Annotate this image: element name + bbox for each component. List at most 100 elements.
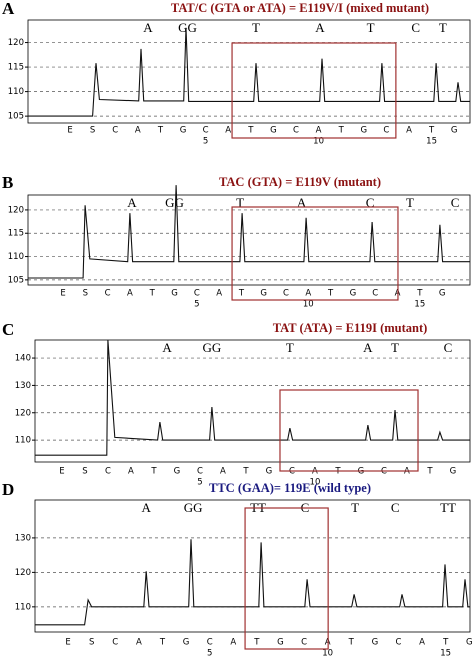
peak-base: GG: [203, 340, 222, 355]
position-number: 15: [426, 137, 437, 147]
peak-base: C: [366, 195, 375, 210]
base-call: G: [183, 638, 190, 648]
trace: [35, 339, 470, 456]
panel-label: D: [2, 480, 14, 499]
base-call: A: [128, 467, 134, 477]
highlight-box: [231, 42, 397, 139]
peak-base: A: [141, 500, 151, 515]
peak-base: A: [363, 340, 373, 355]
base-call: G: [266, 467, 273, 477]
base-call: A: [216, 289, 222, 299]
base-call: S: [83, 289, 88, 299]
y-tick-label: 130: [15, 381, 31, 391]
base-call: C: [112, 638, 118, 648]
plot-frame: [34, 499, 471, 633]
peak-base: GG: [178, 20, 197, 35]
position-number: 5: [197, 478, 202, 488]
y-tick-label: 115: [8, 229, 24, 239]
position-number: 5: [207, 649, 212, 659]
peak-base: A: [127, 195, 137, 210]
base-call: C: [283, 289, 289, 299]
peak-base: C: [444, 340, 453, 355]
y-tick-label: 115: [8, 63, 24, 73]
base-call: E: [60, 289, 65, 299]
y-tick-label: 120: [15, 408, 31, 418]
base-call: A: [406, 126, 412, 136]
position-number: 5: [194, 300, 199, 310]
base-call: C: [197, 467, 203, 477]
base-call: T: [157, 126, 164, 136]
base-call: S: [89, 638, 94, 648]
y-tick-label: 120: [15, 568, 31, 578]
base-call: T: [149, 289, 156, 299]
base-call: T: [242, 467, 249, 477]
base-call: A: [136, 638, 142, 648]
base-call: G: [270, 126, 277, 136]
base-call: A: [305, 289, 311, 299]
y-tick-label: 120: [8, 205, 24, 215]
y-tick-label: 120: [8, 38, 24, 48]
base-call: E: [65, 638, 70, 648]
base-call: C: [112, 126, 118, 136]
y-tick-label: 140: [15, 354, 31, 364]
position-number: 10: [322, 649, 333, 659]
base-call: A: [419, 638, 425, 648]
base-call: A: [316, 126, 322, 136]
panel-title: TAC (GTA) = E119V (mutant): [219, 175, 381, 189]
base-call: G: [439, 289, 446, 299]
y-tick-label: 110: [8, 87, 24, 97]
base-call: G: [350, 289, 357, 299]
peak-base: T: [406, 195, 414, 210]
panel-label: C: [2, 320, 14, 339]
peak-base: T: [236, 195, 244, 210]
base-call: G: [260, 289, 267, 299]
base-call: T: [247, 126, 254, 136]
base-call: T: [428, 126, 435, 136]
trace: [28, 185, 470, 279]
panel-title: TAT (ATA) = E119I (mutant): [273, 321, 428, 335]
peak-base: C: [411, 20, 420, 35]
base-call: G: [171, 289, 178, 299]
peak-base: A: [297, 195, 307, 210]
base-call: C: [105, 289, 111, 299]
position-number: 15: [414, 300, 425, 310]
peak-base: A: [162, 340, 172, 355]
base-call: T: [426, 467, 433, 477]
panel-title: TAT/C (GTA or ATA) = E119V/I (mixed muta…: [171, 1, 429, 15]
trace: [28, 27, 470, 117]
plot-frame: [34, 339, 471, 463]
peak-base: T: [439, 20, 447, 35]
base-call: S: [90, 126, 95, 136]
position-number: 5: [203, 137, 208, 147]
base-call: C: [383, 126, 389, 136]
peak-base: C: [451, 195, 460, 210]
base-call: A: [135, 126, 141, 136]
base-call: G: [360, 126, 367, 136]
base-call: A: [225, 126, 231, 136]
base-call: T: [253, 638, 260, 648]
base-call: G: [277, 638, 284, 648]
position-number: 10: [303, 300, 314, 310]
highlight-box: [231, 206, 399, 301]
base-call: T: [338, 126, 345, 136]
y-tick-label: 130: [15, 533, 31, 543]
peak-base: T: [286, 340, 294, 355]
base-call: S: [82, 467, 87, 477]
peak-base: TT: [440, 500, 456, 515]
peak-base: GG: [184, 500, 203, 515]
base-call: A: [230, 638, 236, 648]
y-tick-label: 110: [8, 252, 24, 262]
base-call: T: [416, 289, 423, 299]
base-call: G: [372, 638, 379, 648]
base-call: T: [238, 289, 245, 299]
base-call: E: [59, 467, 64, 477]
peak-base: C: [391, 500, 400, 515]
y-tick-label: 110: [15, 436, 31, 446]
highlight-box: [244, 507, 329, 650]
panel-label: A: [2, 0, 15, 18]
peak-base: T: [391, 340, 399, 355]
base-call: T: [348, 638, 355, 648]
peak-base: A: [315, 20, 325, 35]
base-call: C: [194, 289, 200, 299]
